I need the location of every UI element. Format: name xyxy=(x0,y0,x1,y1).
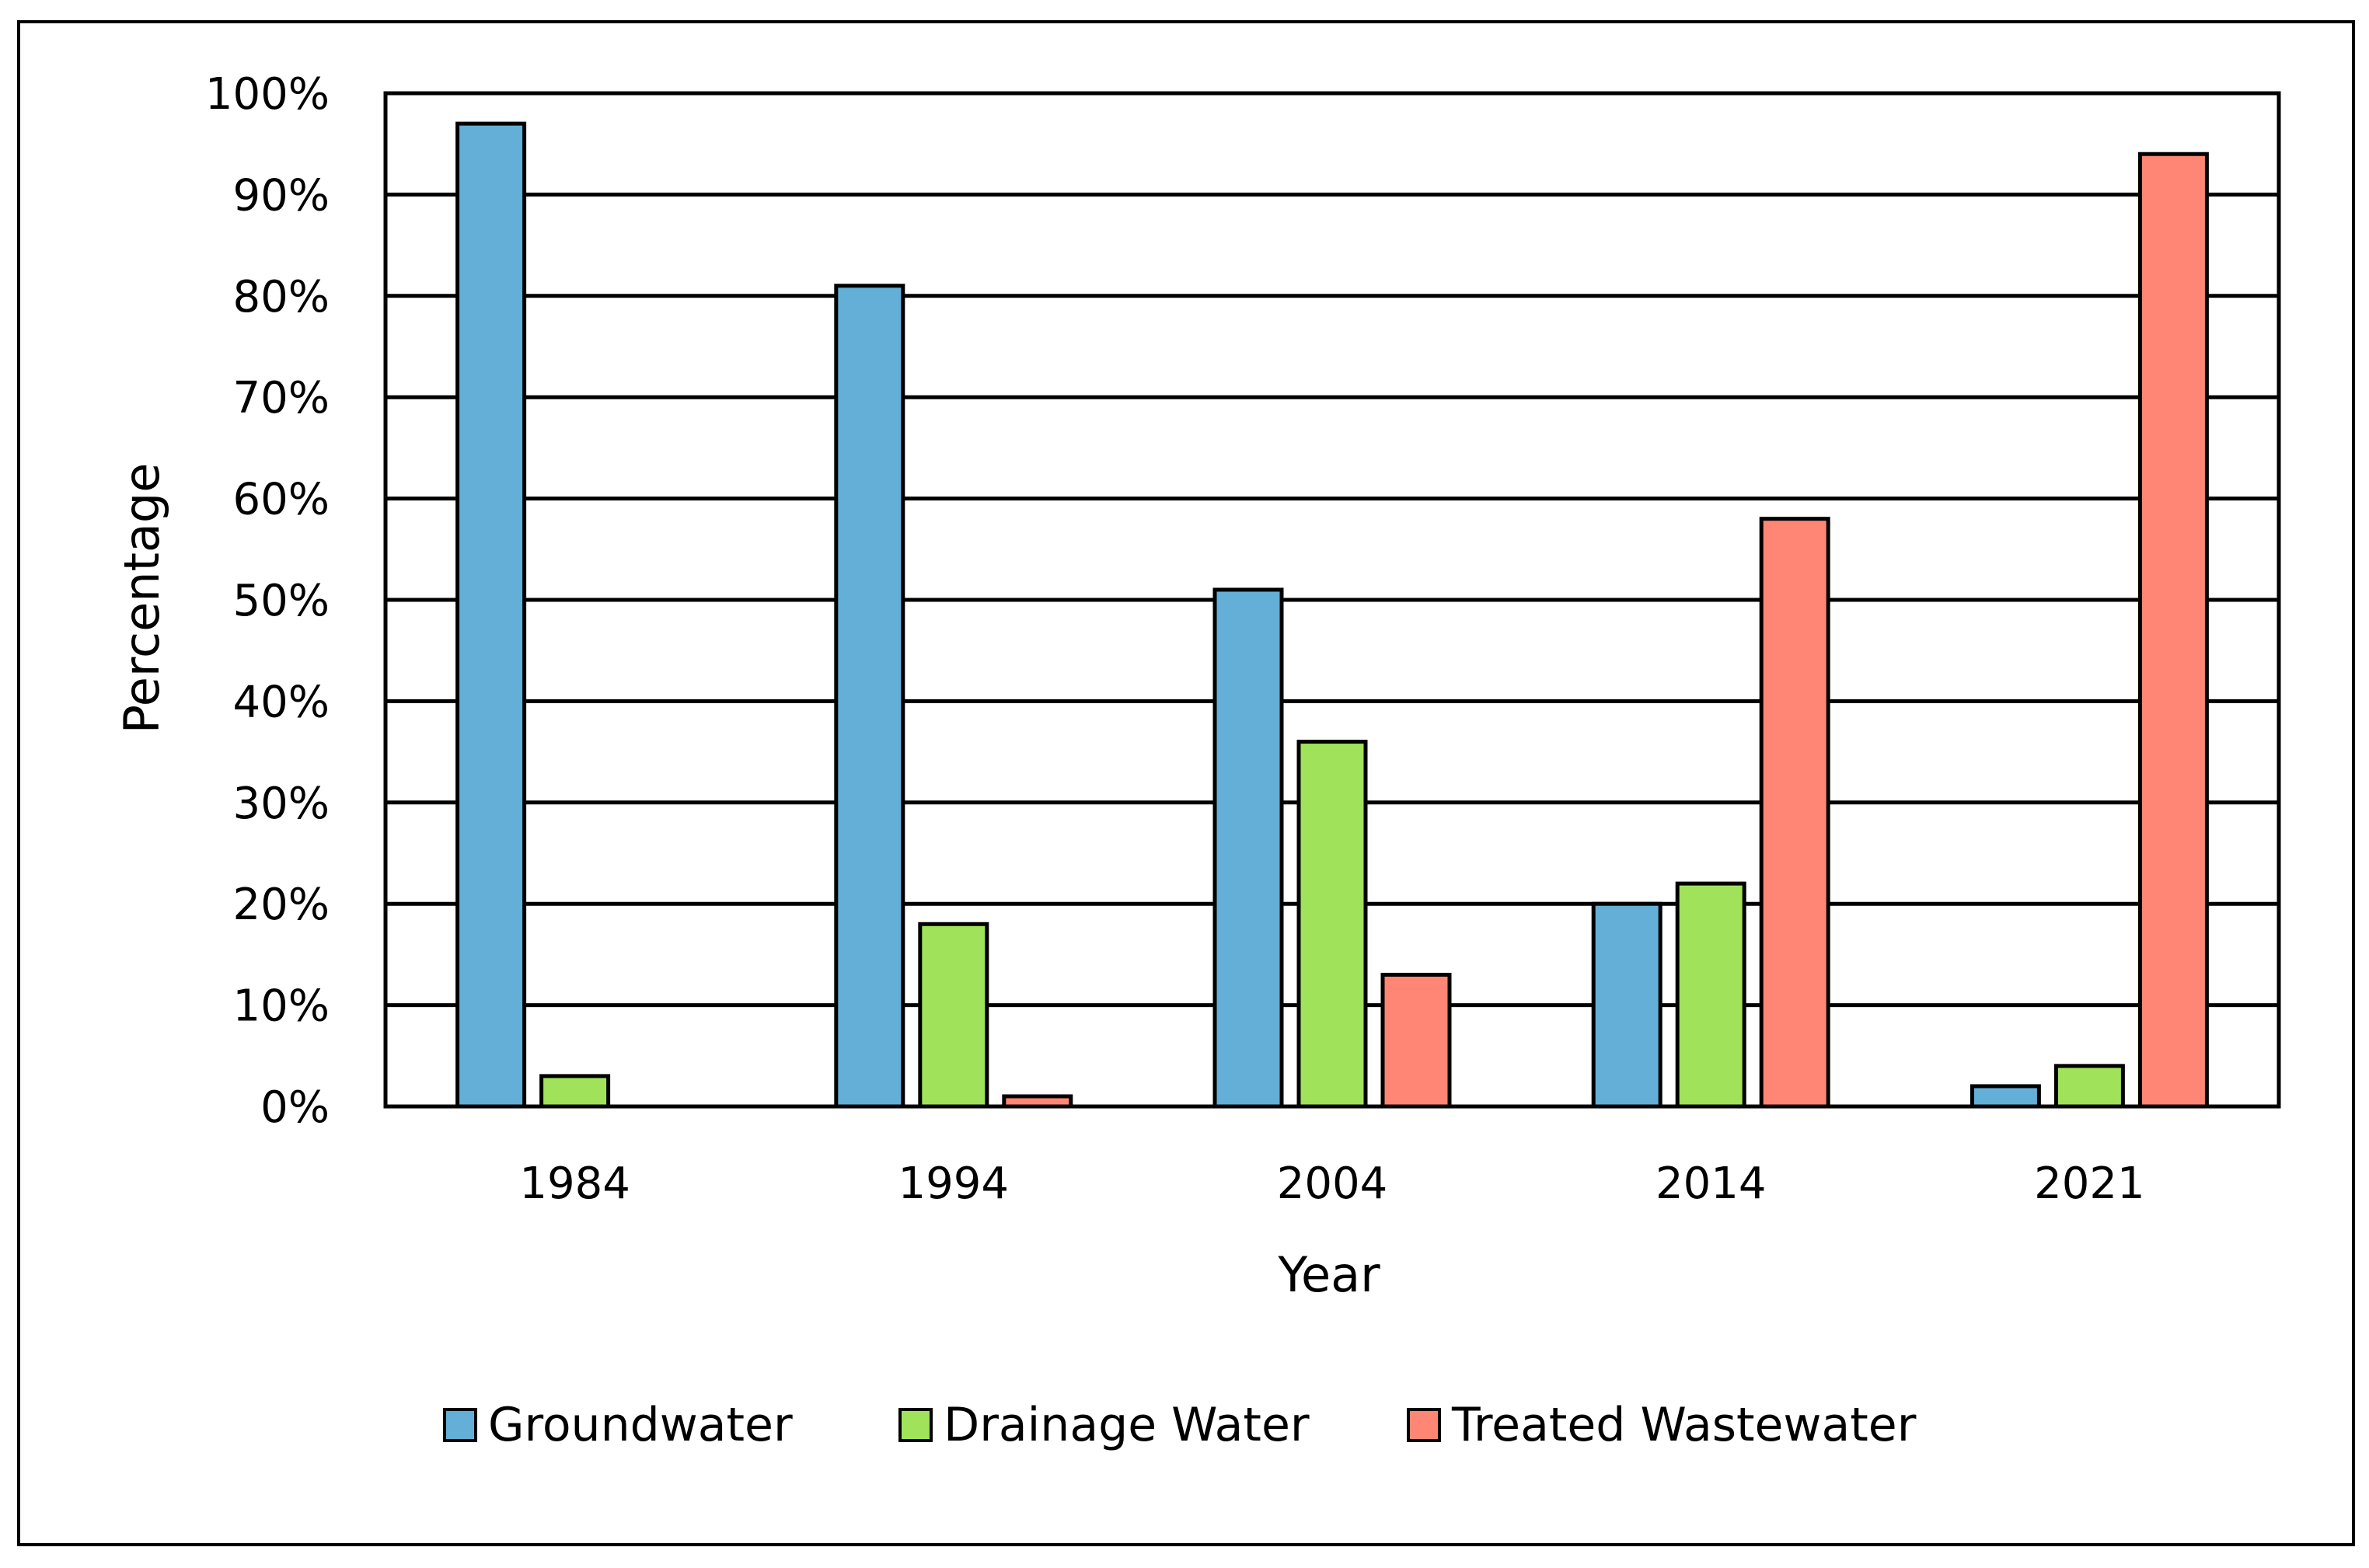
y-tick-label: 20% xyxy=(233,880,330,930)
figure-border xyxy=(17,20,2355,1546)
bar-drainage-water-2014 xyxy=(1675,881,1746,1109)
y-tick-label: 10% xyxy=(233,981,330,1032)
bar-drainage-water-1984 xyxy=(539,1074,611,1109)
x-tick-label: 2021 xyxy=(2034,1159,2145,1209)
legend-swatch xyxy=(898,1408,933,1442)
bar-groundwater-1984 xyxy=(455,121,527,1109)
y-tick-label: 40% xyxy=(233,677,330,727)
y-tick-label: 50% xyxy=(233,576,330,626)
legend-label: Treated Wastewater xyxy=(1451,1398,1917,1452)
bar-drainage-water-1994 xyxy=(918,922,989,1109)
bar-treated-wastewater-2014 xyxy=(1759,517,1830,1109)
x-axis-ticks: 1984 1994 2004 2014 2021 xyxy=(519,1159,2144,1209)
y-tick-label: 0% xyxy=(260,1082,330,1133)
bar-groundwater-2021 xyxy=(1970,1084,2041,1109)
legend-label: Groundwater xyxy=(488,1398,793,1452)
x-tick-label: 1984 xyxy=(519,1159,630,1209)
x-tick-label: 2014 xyxy=(1656,1159,1767,1209)
y-tick-label: 100% xyxy=(205,69,330,120)
bar-treated-wastewater-2004 xyxy=(1380,972,1452,1109)
y-tick-label: 30% xyxy=(233,779,330,829)
y-axis-title: Percentage xyxy=(113,463,170,734)
x-tick-label: 2004 xyxy=(1277,1159,1388,1209)
y-tick-label: 90% xyxy=(233,170,330,221)
legend: Groundwater Drainage Water Treated Wastewa… xyxy=(443,1398,1917,1452)
legend-swatch xyxy=(443,1408,477,1442)
y-tick-label: 70% xyxy=(233,373,330,423)
x-axis-title: Year xyxy=(1277,1246,1380,1303)
bar-treated-wastewater-2021 xyxy=(2137,152,2209,1109)
bars xyxy=(455,121,2209,1109)
bar-groundwater-1994 xyxy=(834,284,905,1109)
plot-area-frame xyxy=(383,91,2281,1109)
x-tick-label: 1994 xyxy=(898,1159,1010,1209)
bar-drainage-water-2004 xyxy=(1296,740,1368,1109)
y-axis-ticks: 0% 10% 20% 30% 40% 50% 60% 70% 80% 90% 100% xyxy=(205,69,330,1133)
legend-label: Drainage Water xyxy=(944,1398,1310,1452)
bar-drainage-water-2021 xyxy=(2053,1064,2125,1109)
bar-groundwater-2004 xyxy=(1212,587,1284,1109)
legend-swatch xyxy=(1407,1408,1441,1442)
y-tick-label: 80% xyxy=(233,272,330,322)
bar-groundwater-2014 xyxy=(1591,901,1662,1109)
y-tick-label: 60% xyxy=(233,475,330,525)
